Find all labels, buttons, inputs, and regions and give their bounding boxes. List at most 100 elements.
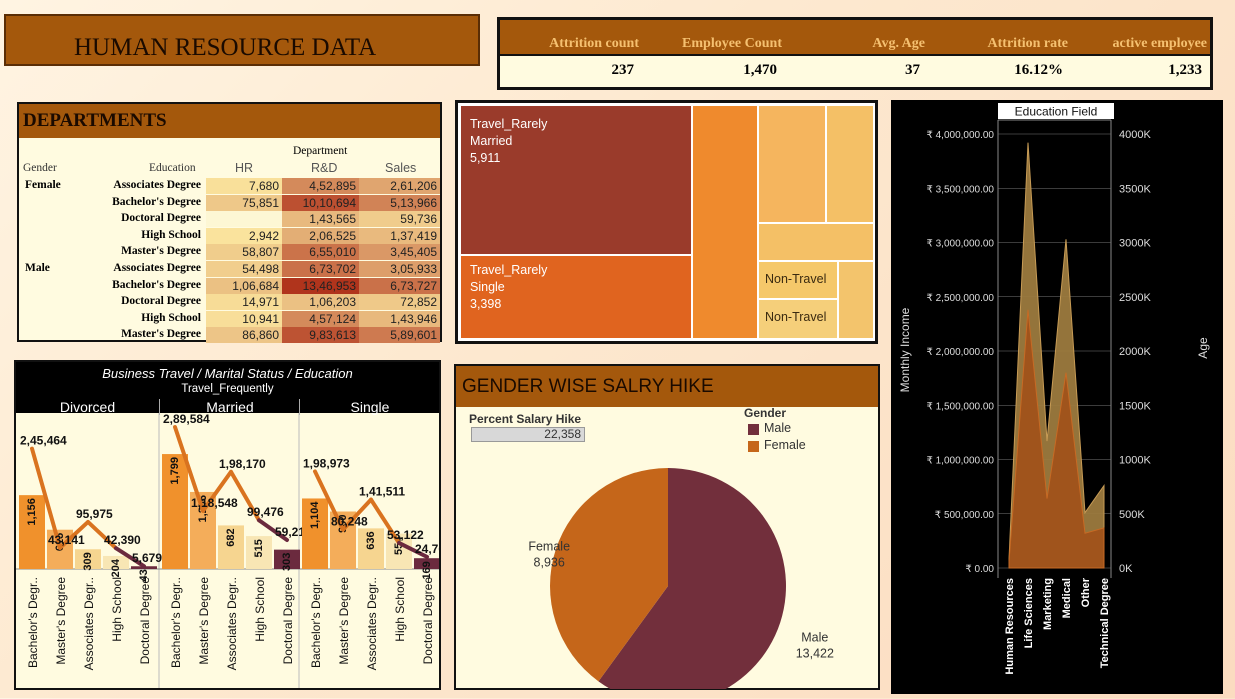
kpi-label: Attrition rate xyxy=(928,20,1071,56)
bar-label: 1,799 xyxy=(169,457,181,485)
table-cell: 6,73,727 xyxy=(359,277,440,294)
table-cell xyxy=(206,211,282,228)
kpi-value: 237 xyxy=(500,56,642,87)
table-cell: 2,942 xyxy=(206,227,282,244)
bar-label: 43 xyxy=(138,569,150,581)
legend-label: Female xyxy=(764,438,806,452)
bar xyxy=(75,549,101,569)
table-cell: 86,860 xyxy=(206,327,282,344)
bar xyxy=(414,558,439,569)
line-label: 1,98,973 xyxy=(303,456,350,470)
legend-swatch xyxy=(748,424,759,435)
x-category-label: Marketing xyxy=(1042,578,1054,630)
y-left-tick: ₹ 2,500,000.00 xyxy=(926,293,994,304)
bar-label: 1,156 xyxy=(26,498,38,526)
table-cell: 54,498 xyxy=(206,261,282,277)
education-label: Master's Degree xyxy=(121,328,201,341)
education-label: Doctoral Degree xyxy=(121,295,201,308)
table-cell: 1,06,203 xyxy=(282,294,359,311)
table-cell: 4,52,895 xyxy=(282,178,359,194)
treemap-tile-rarely-married[interactable]: Travel_Rarely Married 5,911 xyxy=(460,105,692,255)
kpi-label: Employee Count xyxy=(642,20,785,56)
legend-label: Male xyxy=(764,421,792,435)
education-label: Associates Degree xyxy=(113,262,201,274)
education-label: Master's Degree xyxy=(121,245,201,258)
category-label: Master's Degree xyxy=(54,577,68,665)
category-label: Bachelor's Degr.. xyxy=(169,577,183,668)
kpi-label: active employee xyxy=(1071,20,1210,56)
kpi-value: 1,470 xyxy=(642,56,785,87)
line-label: 80,248 xyxy=(331,515,368,529)
business-travel-header: Business Travel / Marital Status / Educa… xyxy=(16,362,439,415)
line-label: 5,679 xyxy=(132,551,162,565)
table-cell: 1,06,684 xyxy=(206,277,282,294)
education-label: Bachelor's Degree xyxy=(112,195,201,208)
y-right-tick: 2500K xyxy=(1119,292,1151,304)
category-label: High School xyxy=(110,577,124,642)
treemap-tile[interactable] xyxy=(758,223,874,261)
trend-line-segment xyxy=(397,540,429,559)
tile-travel: Non-Travel xyxy=(765,310,827,324)
education-label: High School xyxy=(141,228,201,241)
tile-travel: Travel_Rarely xyxy=(470,117,548,131)
departments-panel: DEPARTMENTS Department Gender Education … xyxy=(17,102,442,344)
line-label: 1,18,548 xyxy=(191,496,238,510)
trend-line-segment xyxy=(30,446,62,550)
education-label: Associates Degree xyxy=(113,179,201,191)
treemap-tile[interactable] xyxy=(692,105,758,339)
bar xyxy=(274,549,300,569)
x-category-label: Other xyxy=(1080,577,1092,607)
gender-column-header: Gender xyxy=(23,162,57,174)
treemap-tile-rarely-single[interactable]: Travel_Rarely Single 3,398 xyxy=(460,255,692,339)
kpi-value: 37 xyxy=(785,56,928,87)
table-cell: 10,10,694 xyxy=(282,194,359,211)
treemap-tile[interactable] xyxy=(826,105,874,223)
y-right-tick: 500K xyxy=(1119,509,1145,521)
kpi-value: 16.12% xyxy=(928,56,1071,87)
bar-label: 204 xyxy=(110,558,122,577)
x-category-label: Technical Degree xyxy=(1099,578,1111,668)
treemap-tile-non-travel-b[interactable]: Non-Travel xyxy=(758,299,838,339)
table-cell: 3,05,933 xyxy=(359,261,440,277)
kpi-employee-count: Employee Count 1,470 xyxy=(642,20,787,87)
y-left-tick: ₹ 0.00 xyxy=(965,564,994,575)
line-label: 2,45,464 xyxy=(20,434,67,448)
gender-pie-chart: Male 13,422 Female 8,936 xyxy=(528,468,834,689)
x-category-label: Human Resources xyxy=(1004,578,1016,675)
bar xyxy=(218,525,244,569)
treemap-tile[interactable] xyxy=(838,261,874,339)
line-label: 43,141 xyxy=(48,533,85,547)
y-left-tick: ₹ 2,000,000.00 xyxy=(926,347,994,358)
departments-title: DEPARTMENTS xyxy=(19,104,440,138)
treemap-tile-non-travel-a[interactable]: Non-Travel xyxy=(758,261,838,299)
kpi-active-employee: active employee 1,233 xyxy=(1071,20,1210,87)
bar-label: 1,104 xyxy=(309,501,321,529)
bar-label: 636 xyxy=(365,531,377,549)
y-left-label: Monthly Income xyxy=(898,307,912,392)
table-cell: 75,851 xyxy=(206,194,282,211)
category-label: Bachelor's Degr.. xyxy=(309,577,323,668)
bar-label: 682 xyxy=(225,528,237,546)
table-cell: 5,89,601 xyxy=(359,327,440,344)
table-cell: 58,807 xyxy=(206,244,282,261)
table-cell: 2,06,525 xyxy=(282,227,359,244)
trend-line-segment xyxy=(229,469,261,523)
category-label: High School xyxy=(393,577,407,642)
table-cell: 2,61,206 xyxy=(359,178,440,194)
kpi-attrition-rate: Attrition rate 16.12% xyxy=(928,20,1073,87)
treemap-tile[interactable] xyxy=(758,105,826,223)
tile-travel: Travel_Rarely xyxy=(470,263,548,277)
table-cell: 1,43,946 xyxy=(359,310,440,327)
y-right-tick: 1500K xyxy=(1119,400,1151,412)
measure-label: Percent Salary Hike xyxy=(469,412,582,426)
education-label: High School xyxy=(141,311,201,324)
y-right-label: Age xyxy=(1196,337,1210,359)
education-label: Doctoral Degree xyxy=(121,212,201,225)
pie-value: 13,422 xyxy=(796,646,834,660)
dashboard-title: HUMAN RESOURCE DATA xyxy=(74,34,377,61)
dashboard-title-banner: HUMAN RESOURCE DATA xyxy=(4,14,480,66)
trend-line-segment xyxy=(313,469,345,532)
trend-line-segment xyxy=(58,519,90,550)
table-cell: 1,43,565 xyxy=(282,211,359,228)
